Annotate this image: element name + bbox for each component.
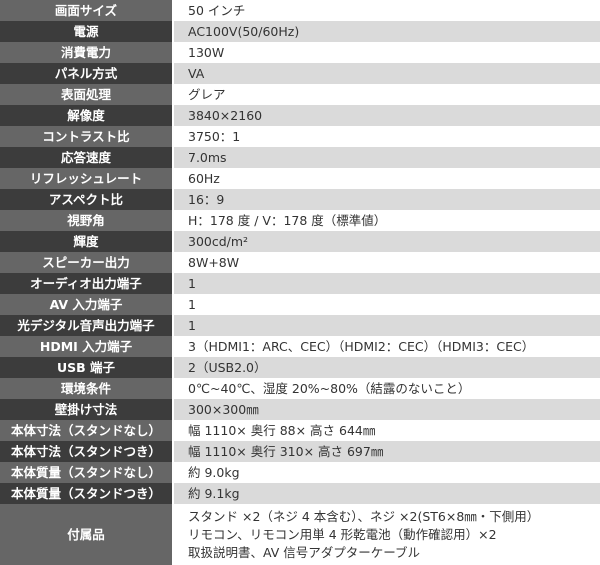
spec-value: AC100V(50/60Hz): [173, 21, 600, 42]
spec-label: 付属品: [0, 504, 174, 565]
spec-row-accessories: 付属品 スタンド ×2（ネジ 4 本含む）、ネジ ×2(ST6×8㎜・下側用） リモ…: [0, 504, 600, 565]
spec-row: 表面処理 グレア: [0, 84, 600, 105]
spec-label: 消費電力: [0, 42, 174, 63]
spec-value: 3（HDMI1：ARC、CEC）（HDMI2：CEC）（HDMI3：CEC）: [173, 336, 600, 357]
spec-row: 環境条件 0℃~40℃、湿度 20%~80%（結露のないこと）: [0, 378, 600, 399]
spec-label: 視野角: [0, 210, 174, 231]
accessory-line: スタンド ×2（ネジ 4 本含む）、ネジ ×2(ST6×8㎜・下側用）: [188, 508, 540, 524]
spec-row: 応答速度 7.0ms: [0, 147, 600, 168]
spec-value: 幅 1110× 奥行 310× 高さ 697㎜: [173, 441, 600, 462]
spec-value: 130W: [173, 42, 600, 63]
spec-label: パネル方式: [0, 63, 174, 84]
accessory-line: リモコン、リモコン用単 4 形乾電池（動作確認用）×2: [188, 526, 497, 542]
spec-value: 60Hz: [173, 168, 600, 189]
spec-row: スピーカー出力 8W+8W: [0, 252, 600, 273]
spec-value: 50 インチ: [173, 0, 600, 21]
spec-row: 本体寸法（スタンドつき）幅 1110× 奥行 310× 高さ 697㎜: [0, 441, 600, 462]
spec-row: アスペクト比 16：9: [0, 189, 600, 210]
spec-row: 壁掛け寸法 300×300㎜: [0, 399, 600, 420]
spec-row: コントラスト比 3750：1: [0, 126, 600, 147]
spec-row: 電源 AC100V(50/60Hz): [0, 21, 600, 42]
spec-value: 3840×2160: [173, 105, 600, 126]
spec-value: 幅 1110× 奥行 88× 高さ 644㎜: [173, 420, 600, 441]
spec-value: 300cd/m²: [173, 231, 600, 252]
spec-value: 3750：1: [173, 126, 600, 147]
spec-label: コントラスト比: [0, 126, 174, 147]
spec-label: 本体寸法（スタンドつき）: [0, 441, 174, 462]
spec-value: 1: [173, 294, 600, 315]
spec-value: 1: [173, 315, 600, 336]
spec-label: 本体質量（スタンドなし）: [0, 462, 174, 483]
spec-value: 約 9.1kg: [173, 483, 600, 504]
spec-value: 16：9: [173, 189, 600, 210]
spec-row: 解像度 3840×2160: [0, 105, 600, 126]
accessory-line: 取扱説明書、AV 信号アダプターケーブル: [188, 544, 421, 560]
spec-value: 2（USB2.0）: [173, 357, 600, 378]
spec-row: 輝度 300cd/m²: [0, 231, 600, 252]
spec-label: 輝度: [0, 231, 174, 252]
spec-label: スピーカー出力: [0, 252, 174, 273]
spec-value: 0℃~40℃、湿度 20%~80%（結露のないこと）: [173, 378, 600, 399]
spec-row: HDMI 入力端子 3（HDMI1：ARC、CEC）（HDMI2：CEC）（HDM…: [0, 336, 600, 357]
spec-label: 表面処理: [0, 84, 174, 105]
spec-label: 解像度: [0, 105, 174, 126]
spec-row: 光デジタル音声出力端子 1: [0, 315, 600, 336]
spec-value: 約 9.0kg: [173, 462, 600, 483]
spec-value: VA: [173, 63, 600, 84]
spec-row: USB 端子 2（USB2.0）: [0, 357, 600, 378]
spec-label: 本体質量（スタンドつき）: [0, 483, 174, 504]
spec-label: 環境条件: [0, 378, 174, 399]
spec-label: 光デジタル音声出力端子: [0, 315, 174, 336]
spec-row: 本体寸法（スタンドなし）幅 1110× 奥行 88× 高さ 644㎜: [0, 420, 600, 441]
spec-row: 本体質量（スタンドつき）約 9.1kg: [0, 483, 600, 504]
spec-row: 画面サイズ 50 インチ: [0, 0, 600, 21]
spec-row: オーディオ出力端子 1: [0, 273, 600, 294]
spec-label: 本体寸法（スタンドなし）: [0, 420, 174, 441]
spec-value: H：178 度 / V：178 度（標準値）: [173, 210, 600, 231]
spec-value: 300×300㎜: [173, 399, 600, 420]
spec-label: オーディオ出力端子: [0, 273, 174, 294]
spec-label: 画面サイズ: [0, 0, 174, 21]
spec-label: HDMI 入力端子: [0, 336, 174, 357]
spec-row: 視野角 H：178 度 / V：178 度（標準値）: [0, 210, 600, 231]
spec-label: 応答速度: [0, 147, 174, 168]
spec-row: 本体質量（スタンドなし）約 9.0kg: [0, 462, 600, 483]
spec-value: スタンド ×2（ネジ 4 本含む）、ネジ ×2(ST6×8㎜・下側用） リモコン、…: [173, 504, 600, 565]
spec-label: AV 入力端子: [0, 294, 174, 315]
spec-value: 7.0ms: [173, 147, 600, 168]
spec-label: リフレッシュレート: [0, 168, 174, 189]
spec-value: 8W+8W: [173, 252, 600, 273]
spec-label: アスペクト比: [0, 189, 174, 210]
spec-value: グレア: [173, 84, 600, 105]
spec-row: AV 入力端子 1: [0, 294, 600, 315]
spec-label: 壁掛け寸法: [0, 399, 174, 420]
spec-row: リフレッシュレート 60Hz: [0, 168, 600, 189]
spec-label: 電源: [0, 21, 174, 42]
spec-row: パネル方式 VA: [0, 63, 600, 84]
spec-row: 消費電力 130W: [0, 42, 600, 63]
spec-label: USB 端子: [0, 357, 174, 378]
spec-value: 1: [173, 273, 600, 294]
